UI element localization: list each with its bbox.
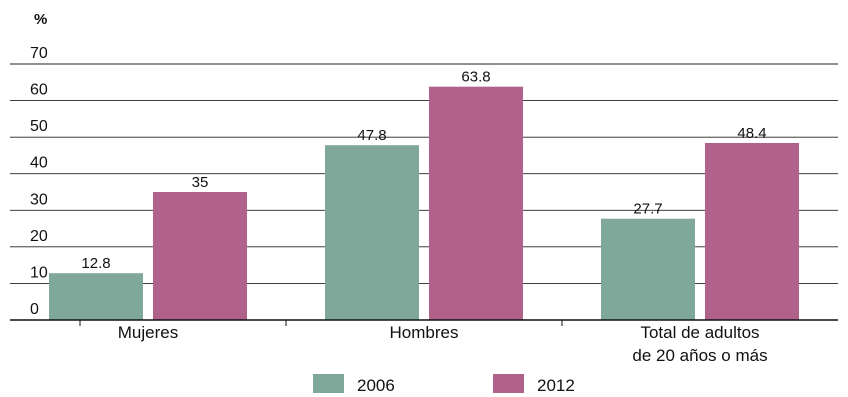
x-axis-tick-marks <box>79 320 563 326</box>
y-tick-label: 40 <box>30 155 48 172</box>
x-tick-label: Mujeres <box>118 323 178 342</box>
data-label: 48.4 <box>737 125 766 142</box>
data-label: 47.8 <box>357 127 386 144</box>
bar-2006 <box>325 145 419 320</box>
y-tick-label: 30 <box>30 191 48 208</box>
bar-2006 <box>601 218 695 320</box>
data-labels: 12.8 35 47.8 63.8 27.7 48.4 <box>81 69 766 273</box>
legend-swatch-2006 <box>313 374 344 393</box>
x-tick-label: de 20 años o más <box>632 346 767 365</box>
bar-2012 <box>429 86 523 320</box>
y-tick-label: 10 <box>30 264 48 281</box>
bar-2006 <box>49 273 143 320</box>
x-axis-labels: Mujeres Hombres Total de adultos de 20 años… <box>118 323 768 365</box>
y-unit-label: % <box>34 11 47 28</box>
data-label: 63.8 <box>461 69 490 86</box>
x-tick-label: Hombres <box>390 323 459 342</box>
y-axis-ticks: 0 10 20 30 40 50 60 70 <box>30 45 48 318</box>
bars <box>49 86 799 320</box>
legend-swatch-2012 <box>493 374 524 393</box>
gridlines <box>10 63 838 284</box>
data-label: 35 <box>192 174 209 191</box>
x-tick-label: Total de adultos <box>640 323 759 342</box>
bar-2012 <box>705 142 799 320</box>
y-tick-label: 20 <box>30 228 48 245</box>
legend: 2006 2012 <box>313 374 575 395</box>
data-label: 12.8 <box>81 255 110 272</box>
y-tick-label: 60 <box>30 82 48 99</box>
legend-label: 2006 <box>357 376 395 395</box>
bar-2012 <box>153 192 247 320</box>
legend-label: 2012 <box>537 376 575 395</box>
y-tick-label: 70 <box>30 45 48 62</box>
y-tick-label: 0 <box>30 301 39 318</box>
y-tick-label: 50 <box>30 118 48 135</box>
data-label: 27.7 <box>633 201 662 218</box>
